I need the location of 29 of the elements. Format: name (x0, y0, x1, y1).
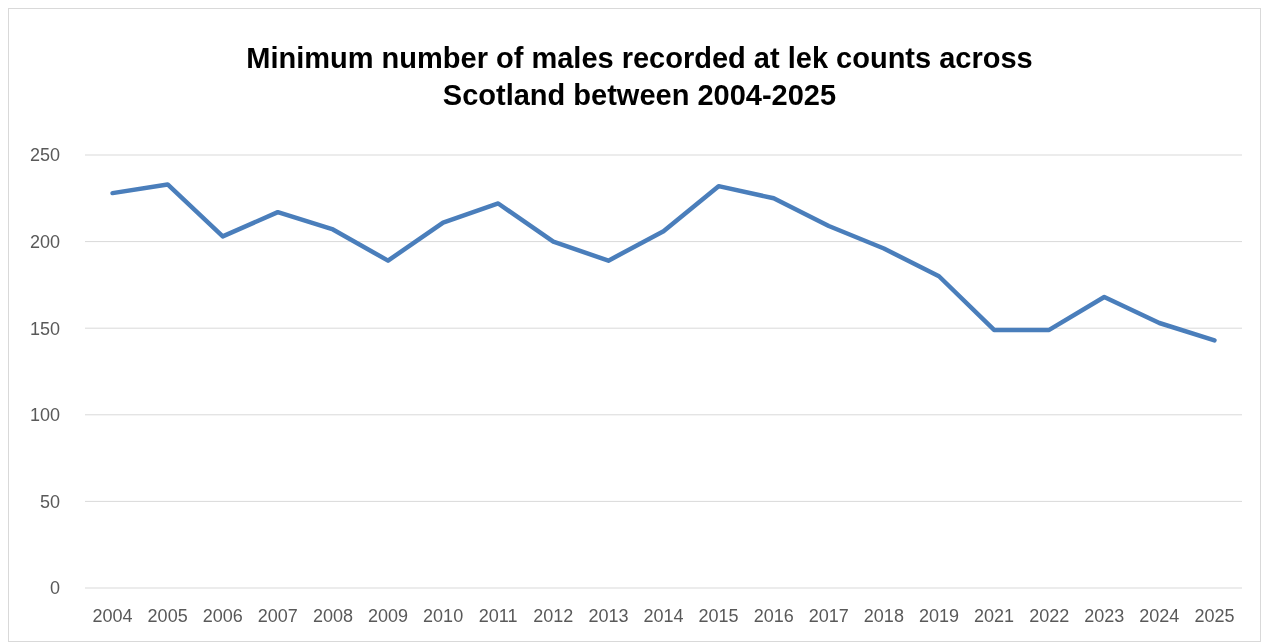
y-tick-label: 200 (29, 231, 60, 252)
line-series (110, 182, 1217, 343)
x-tick-label: 2006 (202, 606, 243, 626)
x-tick-label: 2024 (1139, 606, 1180, 626)
x-tick-label: 2008 (312, 606, 353, 626)
y-tick-label: 50 (39, 491, 60, 512)
x-tick-label: 2023 (1084, 606, 1125, 626)
x-tick-label: 2014 (643, 606, 684, 626)
x-tick-label: 2009 (368, 606, 409, 626)
x-tick-label: 2005 (147, 606, 188, 626)
x-tick-label: 2018 (863, 606, 904, 626)
x-tick-label: 2022 (1029, 606, 1070, 626)
y-tick-label: 250 (29, 145, 60, 166)
x-tick-label: 2013 (588, 606, 629, 626)
x-tick-label: 2021 (974, 606, 1015, 626)
chart-title: Minimum number of males recorded at lek counts across Scotland between 2004-2025 (246, 42, 1033, 111)
x-tick-label: 2016 (753, 606, 794, 626)
x-tick-label: 2025 (1194, 606, 1235, 626)
y-tick-label: 0 (49, 578, 60, 599)
x-tick-label: 2011 (478, 606, 518, 626)
x-tick-label: 2004 (92, 606, 133, 626)
x-tick-label: 2019 (918, 606, 959, 626)
y-tick-label: 100 (29, 405, 60, 426)
x-tick-label: 2012 (533, 606, 574, 626)
x-tick-label: 2007 (257, 606, 298, 626)
x-tick-label: 2017 (808, 606, 849, 626)
x-tick-label: 2015 (698, 606, 739, 626)
x-tick-label: 2010 (423, 606, 464, 626)
y-tick-label: 150 (29, 318, 60, 339)
